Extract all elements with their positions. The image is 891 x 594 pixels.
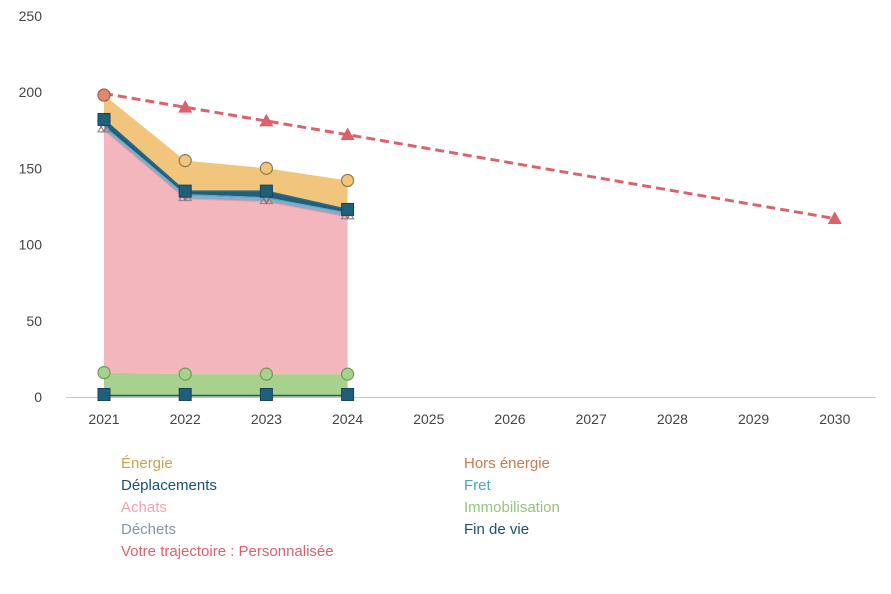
marker-trajectoire xyxy=(340,127,355,141)
x-tick-label: 2026 xyxy=(494,411,525,427)
marker-energie xyxy=(259,161,273,175)
marker-immobilisation xyxy=(259,367,273,381)
x-tick-label: 2027 xyxy=(576,411,607,427)
line-achats xyxy=(103,129,348,218)
legend-label-trajectoire: Votre trajectoire : Personnalisée xyxy=(121,543,334,560)
legend-item-dechets[interactable]: Déchets xyxy=(121,521,176,538)
legend-item-fin-de-vie[interactable]: Fin de vie xyxy=(464,521,529,538)
area-immobilisation xyxy=(104,372,348,397)
legend-item-immobilisation[interactable]: Immobilisation xyxy=(464,499,560,516)
legend-item-deplacements[interactable]: Déplacements xyxy=(121,477,217,494)
legend-label-hors-energie: Hors énergie xyxy=(464,455,550,472)
legend-label-energie: Énergie xyxy=(121,455,173,472)
marker-fin-de-vie xyxy=(97,387,111,401)
x-tick-label: 2022 xyxy=(170,411,201,427)
line-deplacements xyxy=(103,118,348,211)
legend-item-fret[interactable]: Fret xyxy=(464,477,491,494)
area-achats xyxy=(104,130,348,375)
marker-fin-de-vie xyxy=(259,387,273,401)
marker-trajectoire xyxy=(827,211,842,224)
y-tick-label: 200 xyxy=(19,84,43,100)
legend-item-energie[interactable]: Énergie xyxy=(121,455,173,472)
line-trajectoire xyxy=(103,92,836,221)
area-energie xyxy=(104,95,348,210)
x-tick-label: 2030 xyxy=(819,411,850,427)
y-tick-label: 150 xyxy=(19,160,43,176)
marker-fin-de-vie xyxy=(341,387,355,401)
legend-item-trajectoire[interactable]: Votre trajectoire : Personnalisée xyxy=(121,543,334,560)
legend-item-hors-energie[interactable]: Hors énergie xyxy=(464,455,550,472)
marker-hors-energie xyxy=(97,88,111,102)
y-tick-label: 50 xyxy=(26,313,42,329)
marker-energie xyxy=(178,154,192,168)
marker-trajectoire xyxy=(178,100,193,113)
marker-immobilisation xyxy=(178,367,192,381)
legend-label-deplacements: Déplacements xyxy=(121,477,217,494)
y-tick-label: 250 xyxy=(19,8,43,24)
legend-item-achats[interactable]: Achats xyxy=(121,499,167,516)
x-tick-label: 2025 xyxy=(413,411,444,427)
legend-label-fin-de-vie: Fin de vie xyxy=(464,521,530,538)
x-tick-label: 2029 xyxy=(738,411,769,427)
area-deplacements xyxy=(104,119,348,213)
marker-trajectoire xyxy=(259,113,274,127)
x-tick-label: 2024 xyxy=(332,411,363,427)
legend-label-dechets: Déchets xyxy=(121,521,177,538)
legend-label-immobilisation: Immobilisation xyxy=(464,499,560,516)
legend-label-achats: Achats xyxy=(121,499,167,516)
marker-deplacements xyxy=(97,112,111,126)
marker-immobilisation xyxy=(97,366,111,380)
area-dechets xyxy=(104,127,348,218)
x-tick-label: 2021 xyxy=(88,411,119,427)
x-tick-label: 2028 xyxy=(657,411,688,427)
marker-deplacements xyxy=(259,184,273,198)
marker-energie xyxy=(341,173,355,188)
marker-deplacements xyxy=(178,184,192,198)
y-tick-label: 100 xyxy=(19,237,43,253)
legend-label-fret: Fret xyxy=(464,477,491,494)
area-fret xyxy=(104,125,348,214)
y-tick-label: 0 xyxy=(34,389,42,405)
x-tick-label: 2023 xyxy=(251,411,282,427)
marker-fin-de-vie xyxy=(178,387,192,401)
marker-deplacements xyxy=(341,202,355,216)
marker-immobilisation xyxy=(341,367,355,381)
